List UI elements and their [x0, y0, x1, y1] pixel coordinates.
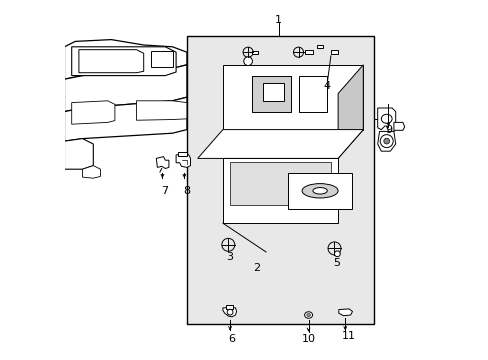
Bar — [317, 45, 322, 49]
Circle shape — [380, 135, 392, 148]
Polygon shape — [223, 65, 363, 130]
Polygon shape — [151, 51, 172, 67]
Polygon shape — [136, 101, 186, 120]
Polygon shape — [64, 65, 186, 112]
Ellipse shape — [304, 312, 312, 318]
Ellipse shape — [312, 188, 326, 194]
Polygon shape — [337, 65, 363, 158]
Text: 3: 3 — [225, 252, 232, 262]
Bar — [178, 152, 186, 156]
Text: 1: 1 — [275, 15, 282, 25]
Text: 9: 9 — [384, 125, 391, 135]
Text: 7: 7 — [161, 186, 168, 196]
Polygon shape — [251, 76, 291, 112]
Polygon shape — [298, 76, 326, 112]
Circle shape — [383, 138, 389, 144]
Polygon shape — [377, 131, 395, 151]
Polygon shape — [79, 50, 143, 73]
Polygon shape — [176, 155, 190, 167]
Text: 4: 4 — [323, 81, 330, 91]
Polygon shape — [338, 309, 352, 316]
Polygon shape — [82, 166, 101, 178]
Polygon shape — [223, 308, 236, 317]
Text: 5: 5 — [332, 258, 339, 268]
Polygon shape — [223, 158, 337, 223]
Ellipse shape — [302, 184, 337, 198]
Polygon shape — [156, 157, 168, 168]
Text: 6: 6 — [228, 334, 235, 344]
Circle shape — [244, 57, 252, 66]
Polygon shape — [64, 97, 186, 141]
Polygon shape — [64, 139, 93, 169]
Ellipse shape — [381, 114, 391, 123]
Polygon shape — [72, 101, 115, 124]
Bar — [330, 50, 338, 54]
Polygon shape — [287, 173, 352, 209]
Polygon shape — [72, 47, 176, 76]
Ellipse shape — [306, 314, 310, 316]
Bar — [226, 305, 232, 309]
Polygon shape — [230, 162, 330, 205]
Bar — [186, 36, 373, 324]
Text: 11: 11 — [341, 330, 355, 341]
Polygon shape — [197, 130, 363, 158]
Bar — [252, 51, 258, 54]
Polygon shape — [262, 83, 284, 101]
Text: 10: 10 — [302, 334, 316, 344]
Circle shape — [227, 309, 232, 315]
Bar — [305, 50, 313, 54]
Polygon shape — [393, 122, 404, 130]
Text: 2: 2 — [253, 263, 260, 273]
Polygon shape — [377, 108, 395, 133]
Circle shape — [334, 251, 340, 257]
Text: 8: 8 — [183, 186, 190, 196]
Polygon shape — [64, 40, 186, 79]
